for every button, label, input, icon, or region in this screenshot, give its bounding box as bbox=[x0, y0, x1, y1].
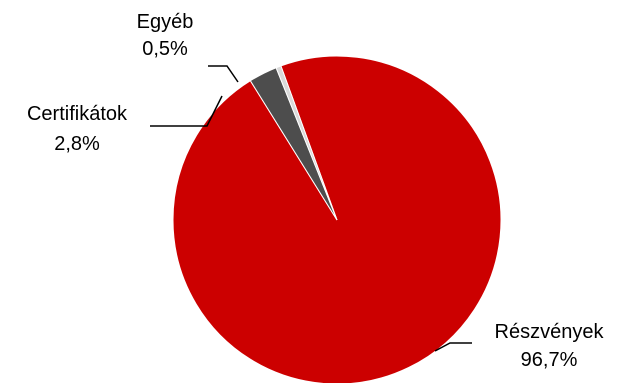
pie-slices bbox=[172, 55, 502, 383]
label-egyeb-name: Egyéb bbox=[137, 11, 194, 33]
label-egyeb-value: 0,5% bbox=[142, 38, 188, 60]
leader-line-reszvenyek bbox=[434, 342, 472, 352]
label-certifikatok-value: 2,8% bbox=[54, 133, 100, 155]
label-reszvenyek-name: Részvények bbox=[495, 321, 605, 343]
leader-line-egyeb bbox=[208, 65, 239, 83]
leader-line-certifikatok bbox=[150, 95, 223, 127]
label-certifikatok-name: Certifikátok bbox=[27, 103, 128, 125]
slice-egyeb bbox=[275, 65, 338, 221]
label-reszvenyek-value: 96,7% bbox=[521, 349, 578, 371]
